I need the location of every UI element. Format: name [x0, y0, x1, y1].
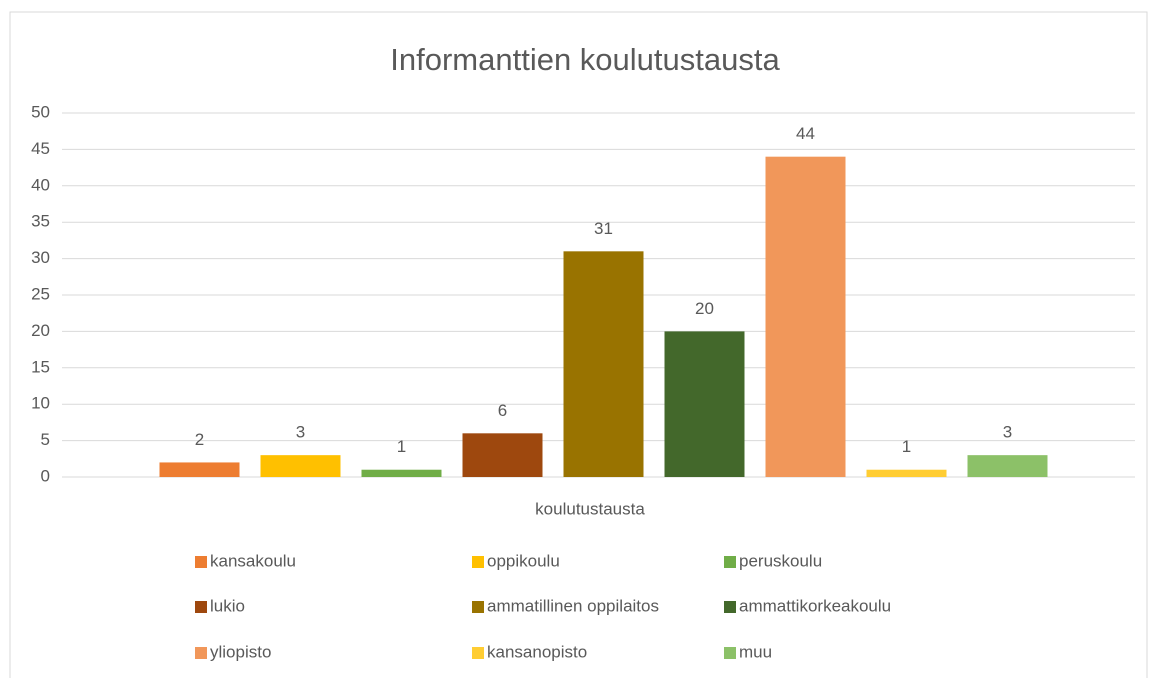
legend-swatch	[195, 556, 207, 568]
y-tick-label: 40	[31, 175, 50, 194]
legend-swatch	[724, 556, 736, 568]
data-label: 3	[1003, 423, 1012, 442]
y-tick-label: 45	[31, 139, 50, 158]
bar	[664, 331, 745, 477]
y-tick-label: 30	[31, 248, 50, 267]
legend-swatch	[472, 601, 484, 613]
bar	[765, 156, 846, 477]
data-label: 20	[695, 299, 714, 318]
bar	[361, 469, 442, 477]
data-label: 2	[195, 430, 204, 449]
y-tick-label: 0	[41, 466, 50, 485]
legend-swatch	[472, 556, 484, 568]
legend-swatch	[472, 647, 484, 659]
bar	[563, 251, 644, 477]
y-tick-label: 35	[31, 212, 50, 231]
bar	[866, 469, 947, 477]
legend-label: kansakoulu	[210, 551, 296, 570]
bar	[159, 462, 240, 477]
bar	[462, 433, 543, 477]
legend-label: kansanopisto	[487, 642, 587, 661]
legend-label: lukio	[210, 596, 245, 615]
legend-swatch	[724, 601, 736, 613]
legend-label: ammattikorkeakoulu	[739, 596, 891, 615]
y-tick-label: 25	[31, 284, 50, 303]
legend-label: oppikoulu	[487, 551, 560, 570]
x-axis-label: koulutustausta	[535, 499, 645, 518]
legend-swatch	[195, 647, 207, 659]
legend-label: peruskoulu	[739, 551, 822, 570]
bar	[260, 455, 341, 477]
data-label: 3	[296, 423, 305, 442]
legend-swatch	[195, 601, 207, 613]
data-label: 44	[796, 124, 815, 143]
bar	[967, 455, 1048, 477]
data-label: 1	[902, 437, 911, 456]
legend-label: yliopisto	[210, 642, 271, 661]
y-tick-label: 50	[31, 102, 50, 121]
chart-title: Informanttien koulutustausta	[390, 42, 780, 77]
data-label: 1	[397, 437, 406, 456]
y-tick-label: 20	[31, 321, 50, 340]
legend-label: ammatillinen oppilaitos	[487, 596, 659, 615]
y-tick-label: 5	[41, 430, 50, 449]
data-label: 6	[498, 401, 507, 420]
legend-label: muu	[739, 642, 772, 661]
data-label: 31	[594, 219, 613, 238]
y-tick-label: 15	[31, 357, 50, 376]
legend-swatch	[724, 647, 736, 659]
y-tick-label: 10	[31, 394, 50, 413]
